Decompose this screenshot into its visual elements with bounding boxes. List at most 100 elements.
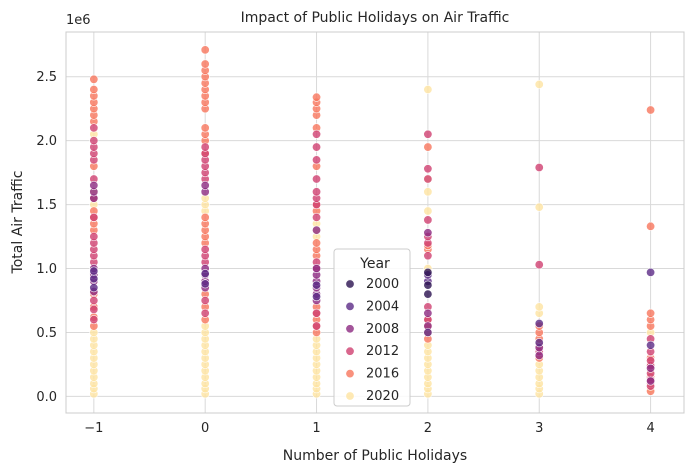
data-point [646,376,656,386]
data-point [200,308,210,318]
data-point [423,85,433,95]
y-axis-label: Total Air Traffic [10,171,26,275]
chart-title: Impact of Public Holidays on Air Traffic [241,10,510,26]
data-point [534,202,544,212]
data-point [423,228,433,238]
legend-label: 2012 [366,344,399,359]
data-point [312,155,322,165]
data-point [646,267,656,277]
x-tick-label: 2 [424,421,432,436]
data-point [312,92,322,102]
y-offset-label: 1e6 [66,13,91,28]
y-tick-label: 0.5 [36,326,57,341]
data-point [200,269,210,279]
data-point [89,212,99,222]
y-tick-label: 2.5 [36,70,57,85]
data-point [89,180,99,190]
data-point [312,142,322,152]
legend-label: 2020 [366,389,399,404]
data-point [200,279,210,289]
x-tick-label: 0 [201,421,209,436]
legend-marker [345,346,355,356]
data-point [646,363,656,373]
legend-marker [345,301,355,311]
plot-frame [65,31,685,414]
data-point [423,251,433,261]
data-point [534,79,544,89]
data-point [646,340,656,350]
data-point [423,267,433,277]
data-point [200,180,210,190]
data-point [200,142,210,152]
data-point [312,212,322,222]
data-point [534,350,544,360]
data-point [646,356,656,366]
data-point [646,308,656,318]
data-point [200,45,210,55]
data-point [423,142,433,152]
legend-label: 2000 [366,277,399,292]
data-point [200,295,210,305]
data-point [89,232,99,242]
data-point [423,280,433,290]
data-point [312,187,322,197]
data-point [423,215,433,225]
data-points [89,45,656,399]
data-point [423,308,433,318]
data-point [89,315,99,325]
data-point [200,59,210,69]
data-point [89,283,99,293]
data-point [423,327,433,337]
data-point [423,174,433,184]
data-point [89,123,99,133]
data-point [89,136,99,146]
y-tick-label: 1.0 [36,262,57,277]
data-point [200,123,210,133]
data-point [646,221,656,231]
data-point [312,280,322,290]
data-point [423,164,433,174]
data-point [89,274,99,284]
data-point [89,85,99,95]
legend-marker [345,369,355,379]
data-point [534,338,544,348]
y-tick-label: 0.0 [36,390,57,405]
data-point [534,163,544,173]
legend: Year 2000 2004 2008 2012 2016 2020 [333,248,411,407]
data-point [89,266,99,276]
data-point [423,187,433,197]
legend-box [333,248,411,407]
x-tick-label: 3 [535,421,543,436]
y-tick-label: 1.5 [36,198,57,213]
data-point [312,225,322,235]
data-point [534,302,544,312]
y-tick-label: 2.0 [36,134,57,149]
x-axis-label: Number of Public Holidays [283,448,467,464]
data-point [423,129,433,139]
data-point [534,319,544,329]
legend-marker [345,279,355,289]
legend-label: 2016 [366,367,399,382]
x-tick-label: −1 [84,421,103,436]
legend-title: Year [359,256,390,272]
data-point [200,244,210,254]
data-point [312,238,322,248]
data-point [312,292,322,302]
data-point [312,129,322,139]
x-tick-label: 4 [646,421,654,436]
data-point [534,260,544,270]
data-point [423,289,433,299]
legend-label: 2008 [366,322,399,337]
data-point [89,304,99,314]
data-point [312,264,322,274]
data-point [89,74,99,84]
legend-marker [345,324,355,334]
legend-marker [345,391,355,401]
tick-labels: −1 0 1 2 3 4 0.0 0.5 1.0 1.5 2.0 2.5 [36,70,654,436]
x-tick-label: 1 [312,421,320,436]
data-point [312,321,322,331]
data-point [312,308,322,318]
data-point [312,174,322,184]
data-point [423,206,433,216]
